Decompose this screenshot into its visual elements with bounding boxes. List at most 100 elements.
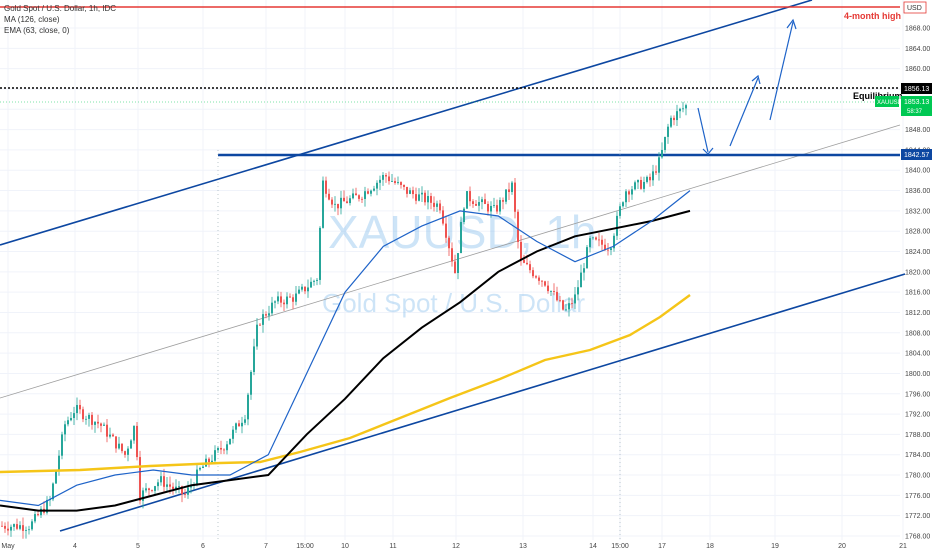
candle [427,190,429,210]
candle-body [172,486,174,489]
candle [259,322,261,326]
candle-body [256,324,258,347]
candle-body [526,262,528,265]
legend-ma[interactable]: MA (126, close) [4,15,60,24]
candle [649,173,651,187]
candle [673,115,675,126]
candle [250,370,252,400]
x-tick-label: 14 [589,543,597,550]
candle [112,433,114,437]
candle-body [448,237,450,249]
channel-upper-line[interactable] [0,0,813,246]
channel-mid-line[interactable] [0,124,901,399]
candle-body [682,108,684,110]
candle-body [478,202,480,206]
candle [121,443,123,454]
candle [1,521,3,527]
candle [55,469,57,484]
candle [388,171,390,185]
candle [406,186,408,198]
candle-body [79,404,81,410]
candle [22,517,24,539]
candle [364,186,366,207]
candle-body [151,490,153,491]
candle [295,286,297,306]
candle [391,174,393,182]
candle [340,190,342,215]
time-axis[interactable]: May 4 5 6 7 15:00 10 11 12 13 14 15:00 17 18 19 20 21 [1,543,907,550]
candle-body [58,455,60,471]
candle [460,216,462,254]
candle-body [610,248,612,251]
candle-body [403,184,405,187]
candle [313,279,315,286]
equilibrium-price-text: 1856.13 [904,86,929,93]
candle-body [157,482,159,487]
candle [583,263,585,281]
candle [247,392,249,426]
candle [403,184,405,191]
candle-body [289,296,291,298]
candle-body [631,189,633,195]
candle [475,199,477,207]
candle [145,483,147,493]
candle [658,152,660,181]
candle [421,186,423,202]
candle [229,438,231,445]
candle [481,196,483,210]
candle [478,196,480,212]
candle-body [343,197,345,202]
candle-body [499,200,501,212]
candle [466,190,468,209]
candle [187,481,189,499]
candle [601,235,603,251]
candle [241,416,243,434]
candle-body [550,291,552,292]
y-tick-label: 1832.00 [905,208,930,215]
candle-body [67,420,69,425]
candle-body [349,198,351,204]
legend-symbol[interactable]: Gold Spot / U.S. Dollar, 1h, IDC [4,4,117,13]
x-tick-label: 5 [136,543,140,550]
candle [94,421,96,433]
currency-badge[interactable]: USD [903,1,927,14]
candle [400,181,402,189]
candle [463,207,465,225]
candle-body [619,206,621,216]
candle [157,479,159,491]
candle [151,489,153,493]
x-tick-label: 11 [389,543,396,550]
candle-body [337,203,339,209]
candle [532,267,534,279]
candle-body [91,414,93,425]
channel-lower-line[interactable] [59,273,906,532]
candle [418,188,420,202]
candle [616,211,618,240]
candle-body [607,249,609,251]
candle [310,277,312,288]
candle [31,519,33,531]
candle [136,422,138,461]
equilibrium-price-badge: 1856.13 [901,83,932,94]
candle [280,291,282,308]
candle-body [646,176,648,182]
candle-body [319,227,321,280]
candle-body [514,182,516,212]
price-axis[interactable]: 1768.00 1772.00 1776.00 1780.00 1784.00 1788.… [905,26,930,541]
candle-body [613,235,615,249]
y-tick-label: 1868.00 [905,26,930,33]
candle [355,187,357,196]
candle-body [649,176,651,181]
candle-body [208,458,210,463]
x-tick-label: May [1,543,15,550]
candle-body [25,530,27,531]
legend-ema[interactable]: EMA (63, close, 0) [4,26,70,35]
candle-body [247,394,249,420]
candle-body [226,444,228,451]
candle-body [1,525,3,527]
candle [205,454,207,467]
candle [469,186,471,207]
candle-body [103,424,105,426]
candle [292,294,294,310]
